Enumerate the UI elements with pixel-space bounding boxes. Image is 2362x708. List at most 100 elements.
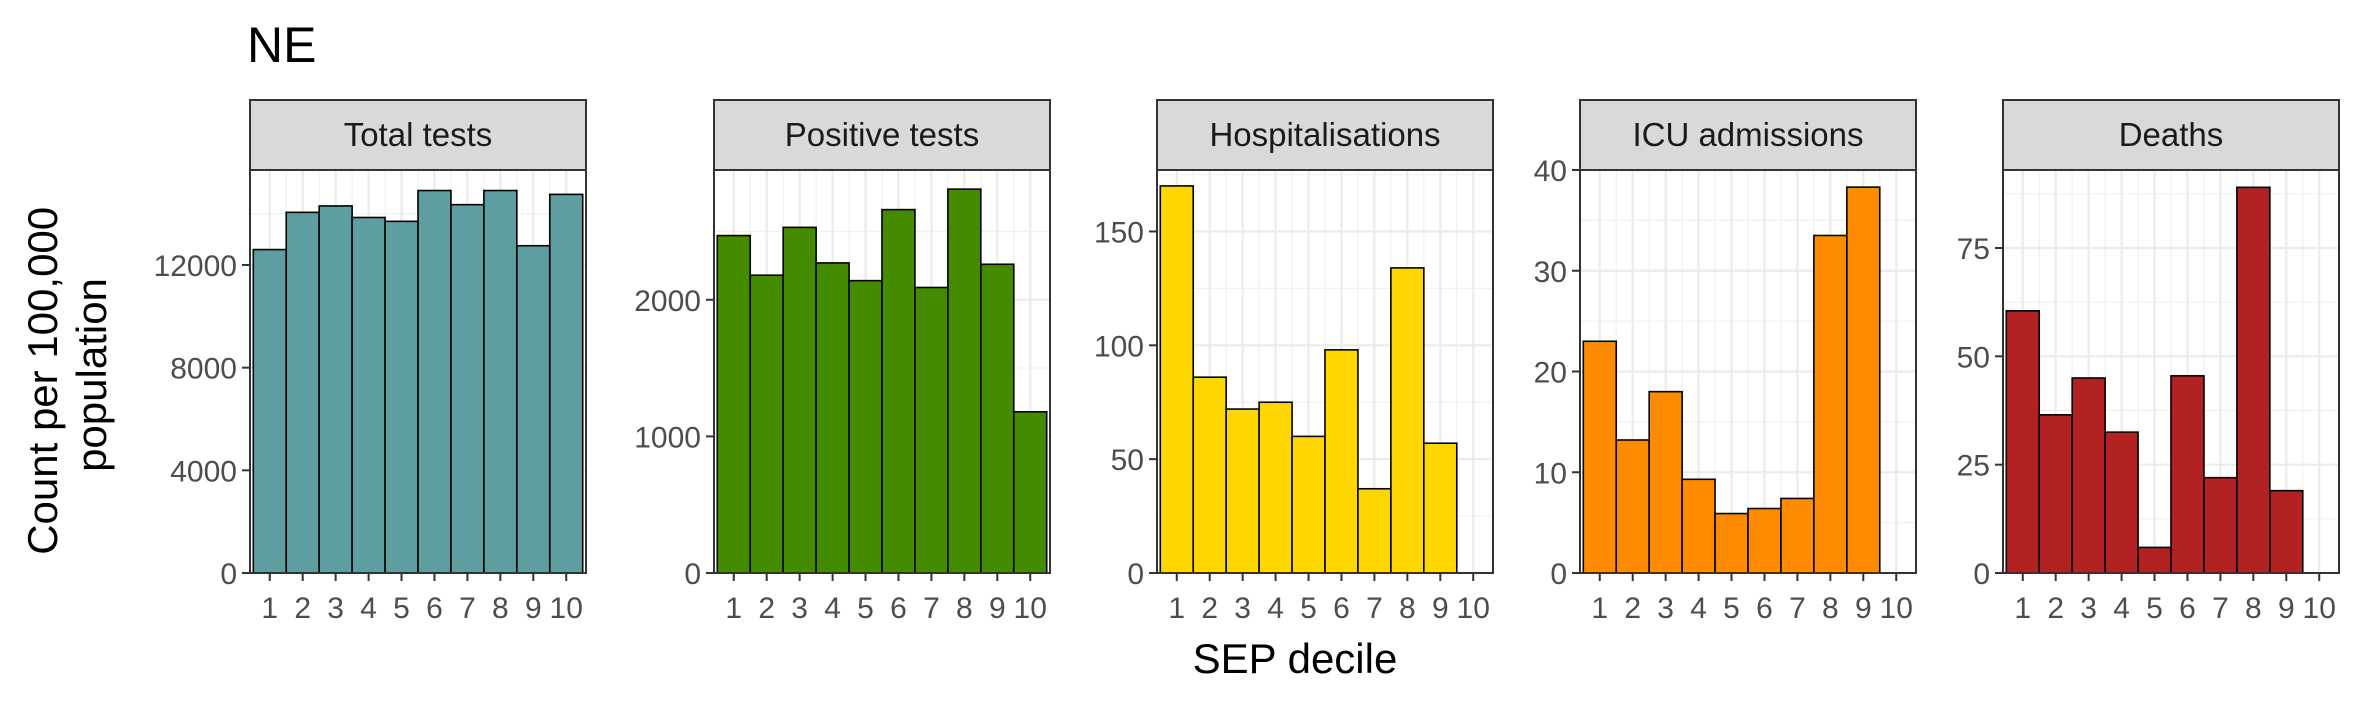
- x-tick-label: 10: [550, 592, 583, 625]
- panel-strip: [249, 99, 587, 171]
- bar-deaths-3: [2071, 377, 2106, 574]
- bar-deaths-9: [2269, 489, 2304, 574]
- bar-total-tests-6: [417, 189, 452, 574]
- panel-hospitalisations: Hospitalisations 0 50 100 150 1 2 3 4 5 6 7 8 9 10: [1094, 99, 1494, 625]
- x-tick-label: 6: [1756, 592, 1773, 625]
- bar-total-tests-8: [483, 189, 518, 574]
- y-tick-label: 0: [1550, 558, 1567, 591]
- x-tick-label: 7: [1366, 592, 1383, 625]
- panel-strip-label: ICU admissions: [1632, 116, 1863, 153]
- bar-positive-tests-8: [947, 188, 982, 574]
- bar-deaths-7: [2203, 476, 2238, 574]
- bar-total-tests-10: [548, 193, 584, 574]
- x-tick-label: 1: [1591, 592, 1608, 625]
- x-tick-label: 4: [360, 592, 377, 625]
- y-tick-label: 30: [1534, 256, 1567, 289]
- bar-icu-admissions-7: [1780, 497, 1815, 574]
- panel-strip: [1579, 99, 1917, 171]
- x-tick-label: 4: [1690, 592, 1707, 625]
- y-tick-label: 20: [1534, 357, 1567, 390]
- bar-icu-admissions-1: [1582, 340, 1618, 574]
- x-tick-label: 9: [2278, 592, 2295, 625]
- bar-total-tests-2: [285, 211, 320, 574]
- panel-deaths: Deaths 0 25 50 75 1 2 3 4 5 6 7 8 9 10: [1957, 99, 2340, 625]
- chart-title: NE: [247, 17, 316, 73]
- x-tick-label: 9: [989, 592, 1006, 625]
- bar-positive-tests-7: [914, 286, 949, 574]
- bar-deaths-2: [2038, 414, 2073, 574]
- y-tick-label: 12000: [154, 250, 237, 283]
- bar-positive-tests-6: [881, 208, 916, 574]
- bar-total-tests-4: [351, 216, 386, 574]
- x-tick-label: 3: [327, 592, 344, 625]
- x-tick-label: 2: [758, 592, 775, 625]
- y-tick-label: 50: [1111, 444, 1144, 477]
- x-tick-label: 5: [2146, 592, 2163, 625]
- bar-positive-tests-3: [782, 226, 817, 574]
- bar-total-tests-5: [384, 220, 419, 574]
- x-tick-label: 4: [1267, 592, 1284, 625]
- x-tick-label: 10: [2303, 592, 2336, 625]
- x-tick-label: 6: [2179, 592, 2196, 625]
- y-tick-label: 0: [684, 558, 701, 591]
- y-tick-label: 50: [1957, 341, 1990, 374]
- y-tick-label: 40: [1534, 155, 1567, 188]
- bar-total-tests-1: [252, 248, 288, 574]
- x-tick-label: 6: [890, 592, 907, 625]
- bar-hospitalisations-7: [1357, 487, 1392, 574]
- y-tick-label: 0: [220, 558, 237, 591]
- panel-border: [2002, 169, 2340, 574]
- x-tick-label: 10: [1457, 592, 1490, 625]
- bar-icu-admissions-6: [1747, 507, 1782, 574]
- bar-hospitalisations-4: [1258, 401, 1293, 574]
- x-tick-label: 6: [1333, 592, 1350, 625]
- x-tick-label: 1: [2014, 592, 2031, 625]
- bar-deaths-1: [2005, 310, 2041, 574]
- bar-icu-admissions-9: [1846, 186, 1881, 574]
- panel-strip-label: Hospitalisations: [1209, 116, 1440, 153]
- bar-hospitalisations-8: [1390, 267, 1425, 574]
- x-tick-label: 1: [725, 592, 742, 625]
- x-axis-title: SEP decile: [1193, 635, 1398, 682]
- x-tick-label: 6: [426, 592, 443, 625]
- bar-positive-tests-4: [815, 262, 850, 574]
- bar-deaths-5: [2137, 546, 2172, 574]
- bar-total-tests-9: [516, 244, 551, 574]
- bar-icu-admissions-4: [1681, 478, 1716, 574]
- x-tick-label: 8: [2245, 592, 2262, 625]
- bar-hospitalisations-6: [1324, 349, 1359, 574]
- x-tick-label: 2: [1201, 592, 1218, 625]
- panel-strip-label: Total tests: [344, 116, 493, 153]
- x-tick-label: 9: [1432, 592, 1449, 625]
- x-tick-label: 3: [2080, 592, 2097, 625]
- bar-icu-admissions-2: [1615, 439, 1650, 574]
- bar-deaths-8: [2236, 186, 2271, 574]
- bar-hospitalisations-5: [1291, 435, 1326, 574]
- bar-hospitalisations-2: [1192, 376, 1227, 574]
- panel-strip: [713, 99, 1051, 171]
- bar-positive-tests-9: [980, 263, 1015, 574]
- x-tick-label: 2: [294, 592, 311, 625]
- x-tick-label: 4: [824, 592, 841, 625]
- y-tick-label: 75: [1957, 233, 1990, 266]
- y-axis-title: Count per 100,000 population: [19, 195, 115, 555]
- bar-deaths-4: [2104, 431, 2139, 574]
- y-tick-label: 8000: [170, 353, 237, 386]
- panel-strip-label: Deaths: [2119, 116, 2224, 153]
- x-tick-label: 5: [1723, 592, 1740, 625]
- x-tick-label: 10: [1014, 592, 1047, 625]
- panel-strip-label: Positive tests: [785, 116, 979, 153]
- panel-strip: [2002, 99, 2340, 171]
- bar-positive-tests-2: [749, 274, 784, 574]
- bar-hospitalisations-3: [1225, 408, 1260, 574]
- x-tick-label: 1: [1168, 592, 1185, 625]
- y-tick-label: 0: [1973, 558, 1990, 591]
- bar-positive-tests-5: [848, 279, 883, 574]
- y-tick-label: 150: [1094, 216, 1144, 249]
- x-tick-label: 3: [1657, 592, 1674, 625]
- panel-total-tests: Total tests 0 4000 8000 12000 1 2 3 4 5 6 7 8 9 10: [154, 99, 587, 625]
- x-tick-label: 7: [1789, 592, 1806, 625]
